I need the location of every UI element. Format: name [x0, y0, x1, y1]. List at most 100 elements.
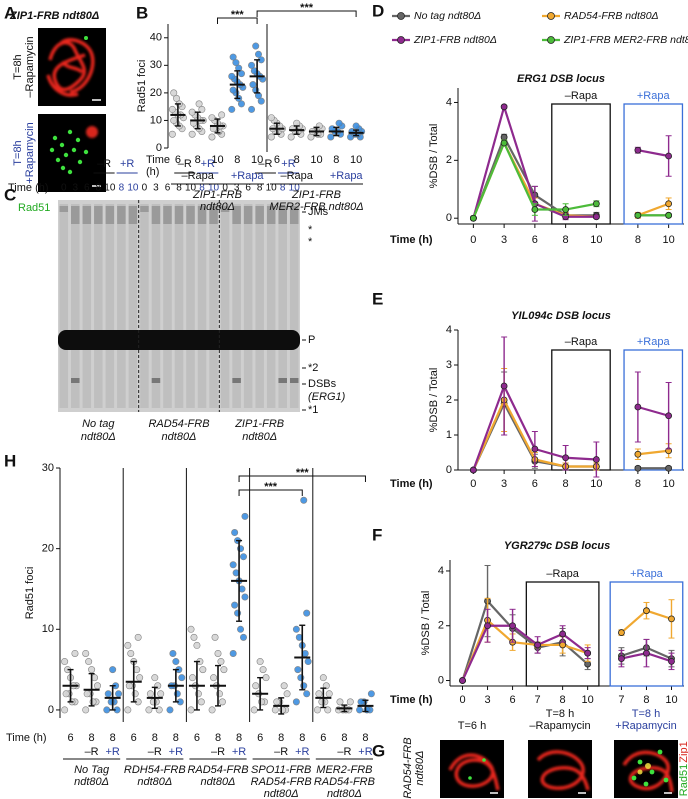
- x-tick-label: 8: [110, 732, 116, 744]
- lane-label: 10: [185, 183, 197, 194]
- y-tick-label: 0: [156, 142, 162, 154]
- data-point: [469, 214, 477, 222]
- data-point: [124, 706, 132, 714]
- significance-label: ***: [296, 467, 310, 479]
- band-label: (ERG1): [308, 391, 346, 403]
- treatment-label: +R: [120, 158, 134, 170]
- gel-band: [82, 206, 92, 224]
- y-tick-label: 4: [446, 96, 452, 108]
- strain-label: ndt80Δ: [162, 431, 197, 443]
- data-point: [145, 706, 153, 714]
- data-point: [124, 641, 132, 649]
- condition-label: –Rapa: [565, 336, 598, 348]
- strain-label: RDH54-FRB: [124, 764, 186, 776]
- data-point: [229, 649, 237, 657]
- data-point: [271, 706, 279, 714]
- data-point: [170, 116, 178, 124]
- gel-band: [58, 330, 300, 350]
- band-label: P: [308, 334, 315, 346]
- y-tick-label: 10: [42, 623, 54, 635]
- legend-label: ZIP1-FRB MER2-FRB ndt80Δ: [563, 34, 688, 46]
- treatment-label: –R: [258, 158, 272, 170]
- data-point: [267, 133, 275, 141]
- y-tick-label: 1: [446, 429, 452, 441]
- x-tick-label: 10: [350, 154, 362, 166]
- x-tick-label: 6: [532, 478, 538, 490]
- gel-lane: [220, 204, 230, 408]
- condition-label: +Rapa: [630, 568, 664, 580]
- data-point: [115, 690, 123, 698]
- data-point: [237, 100, 245, 108]
- data-point: [195, 100, 203, 108]
- legend-marker: [397, 12, 405, 20]
- gel-band: [71, 378, 80, 383]
- gel-lane: [82, 204, 92, 408]
- x-tick-label: 8: [294, 154, 300, 166]
- y-tick-label: 0: [48, 704, 54, 716]
- data-point: [531, 445, 539, 453]
- band-label: *1: [308, 404, 318, 416]
- stain-label: Rad51: [678, 764, 688, 796]
- data-point: [218, 111, 226, 119]
- image-label: +Rapamycin: [615, 720, 676, 732]
- significance-label: ***: [264, 481, 278, 493]
- series-line: [461, 609, 672, 681]
- series-line: [472, 140, 669, 219]
- data-point: [232, 59, 240, 67]
- lane-label: 0: [61, 183, 67, 194]
- data-point: [324, 706, 332, 714]
- strain-label: ndt80Δ: [81, 431, 116, 443]
- data-point: [168, 130, 176, 138]
- x-tick-label: 8: [173, 732, 179, 744]
- x-tick-label: 8: [152, 732, 158, 744]
- significance-label: ***: [300, 2, 314, 14]
- gel-band: [289, 378, 299, 383]
- legend-label: RAD54-FRB ndt80Δ: [564, 10, 659, 22]
- data-point: [336, 698, 344, 706]
- x-tick-label: 8: [299, 732, 305, 744]
- data-point: [71, 649, 79, 657]
- data-point: [231, 529, 239, 537]
- condition-label: +R: [105, 746, 119, 758]
- lane-label: 0: [222, 183, 228, 194]
- condition-box: [609, 581, 684, 687]
- gel-band: [128, 206, 138, 224]
- data-point: [193, 641, 201, 649]
- y-tick-label: 2: [438, 620, 444, 632]
- gel-lane: [278, 204, 287, 408]
- strain-label: ZIP1-FRB: [234, 418, 284, 430]
- gel-band: [151, 378, 161, 383]
- strain-label: ndt80Δ: [74, 776, 109, 788]
- data-point: [168, 105, 176, 113]
- data-point: [300, 496, 308, 504]
- x-tick-label: 8: [89, 732, 95, 744]
- data-point: [218, 698, 226, 706]
- panel-letter: E: [372, 289, 383, 308]
- data-point: [239, 633, 247, 641]
- condition-label: +Rapa: [637, 90, 671, 102]
- x-tick-label: 3: [501, 478, 507, 490]
- legend-label: ZIP1-FRB ndt80Δ: [413, 34, 497, 46]
- data-point: [592, 213, 600, 221]
- image-label: T=8h: [12, 140, 24, 165]
- gel-lane: [266, 204, 276, 408]
- data-point: [109, 666, 117, 674]
- data-point: [531, 206, 539, 213]
- strain-label: MER2-FRB ndt80Δ: [269, 201, 363, 213]
- y-tick-label: 40: [150, 32, 162, 44]
- data-point: [248, 61, 256, 69]
- data-point: [249, 81, 257, 89]
- treatment-label: –R: [97, 158, 111, 170]
- y-axis-label: %DSB / Total: [428, 368, 440, 433]
- x-tick-label: 6: [532, 234, 538, 246]
- x-tick-label: 6: [257, 732, 263, 744]
- data-point: [634, 450, 642, 458]
- strain-label: RAD54-FRB: [187, 764, 248, 776]
- x-axis-label: Time (h): [390, 478, 433, 490]
- micrograph-a2: [38, 114, 106, 192]
- strain-label: ZIP1-FRB ndt80Δ: [9, 10, 99, 22]
- panel-letter: G: [372, 741, 385, 760]
- y-tick-label: 4: [446, 324, 452, 336]
- data-point: [151, 674, 159, 682]
- data-point: [127, 649, 135, 657]
